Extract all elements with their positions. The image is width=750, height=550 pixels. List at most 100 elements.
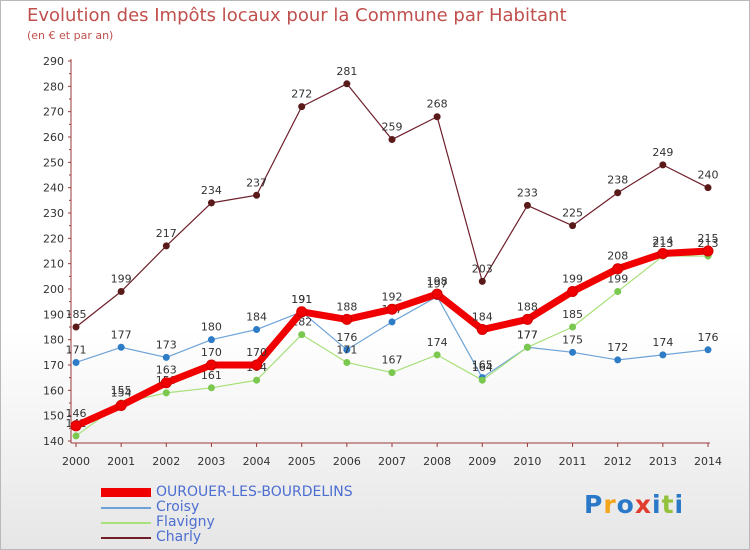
data-label-ourouer-les-bourdelins: 163 bbox=[156, 364, 177, 377]
data-label-ourouer-les-bourdelins: 199 bbox=[562, 273, 583, 286]
data-label-flavigny: 167 bbox=[382, 354, 403, 367]
data-label-croisy: 177 bbox=[517, 328, 538, 341]
data-label-flavigny: 213 bbox=[698, 237, 719, 250]
y-tick-label: 200 bbox=[43, 283, 64, 296]
x-tick-label: 2005 bbox=[288, 455, 316, 468]
data-point-charly bbox=[523, 201, 531, 209]
legend-swatch bbox=[101, 507, 151, 509]
y-tick-label: 140 bbox=[43, 435, 64, 448]
data-point-croisy bbox=[388, 318, 396, 326]
data-point-flavigny bbox=[298, 331, 306, 339]
x-tick-label: 2002 bbox=[152, 455, 180, 468]
data-point-ourouer-les-bourdelins bbox=[476, 324, 488, 336]
data-label-charly: 281 bbox=[336, 65, 357, 78]
data-label-charly: 259 bbox=[382, 121, 403, 134]
data-point-ourouer-les-bourdelins bbox=[431, 288, 443, 300]
logo-letter: i bbox=[652, 490, 662, 519]
data-point-charly bbox=[162, 242, 170, 250]
data-point-charly bbox=[117, 288, 125, 296]
x-tick-label: 2009 bbox=[468, 455, 496, 468]
data-point-flavigny bbox=[253, 376, 261, 384]
data-point-croisy bbox=[569, 348, 577, 356]
logo-letter: r bbox=[603, 490, 617, 519]
data-point-croisy bbox=[614, 356, 622, 364]
data-point-charly bbox=[343, 80, 351, 88]
data-point-charly bbox=[659, 161, 667, 169]
legend-swatch bbox=[101, 522, 151, 524]
data-label-croisy: 174 bbox=[652, 336, 673, 349]
data-point-ourouer-les-bourdelins bbox=[567, 286, 579, 298]
x-tick-label: 2012 bbox=[604, 455, 632, 468]
data-label-croisy: 176 bbox=[336, 331, 357, 344]
data-point-ourouer-les-bourdelins bbox=[341, 313, 353, 325]
data-point-ourouer-les-bourdelins bbox=[521, 313, 533, 325]
data-point-flavigny bbox=[72, 432, 80, 440]
data-label-ourouer-les-bourdelins: 170 bbox=[246, 346, 267, 359]
data-label-flavigny: 177 bbox=[517, 328, 538, 341]
data-label-flavigny: 185 bbox=[562, 308, 583, 321]
data-point-ourouer-les-bourdelins bbox=[160, 377, 172, 389]
data-point-flavigny bbox=[207, 384, 215, 392]
data-point-flavigny bbox=[614, 288, 622, 296]
data-label-charly: 238 bbox=[607, 174, 628, 187]
data-point-croisy bbox=[162, 353, 170, 361]
data-point-ourouer-les-bourdelins bbox=[612, 263, 624, 275]
x-tick-label: 2008 bbox=[423, 455, 451, 468]
data-label-croisy: 173 bbox=[156, 338, 177, 351]
legend-label: OUROUER-LES-BOURDELINS bbox=[156, 484, 353, 500]
y-tick-label: 240 bbox=[43, 182, 64, 195]
y-tick-label: 170 bbox=[43, 359, 64, 372]
data-label-charly: 240 bbox=[698, 169, 719, 182]
data-label-ourouer-les-bourdelins: 154 bbox=[111, 387, 132, 400]
data-point-croisy bbox=[704, 346, 712, 354]
data-label-ourouer-les-bourdelins: 170 bbox=[201, 346, 222, 359]
data-point-charly bbox=[72, 323, 80, 331]
data-point-charly bbox=[478, 277, 486, 285]
data-label-flavigny: 164 bbox=[472, 361, 493, 374]
data-point-flavigny bbox=[569, 323, 577, 331]
data-label-croisy: 172 bbox=[607, 341, 628, 354]
y-tick-label: 230 bbox=[43, 207, 64, 220]
data-label-ourouer-les-bourdelins: 215 bbox=[698, 232, 719, 245]
legend-label: Croisy bbox=[156, 499, 200, 515]
chart-title: Evolution des Impôts locaux pour la Comm… bbox=[27, 5, 567, 26]
data-point-charly bbox=[388, 136, 396, 144]
data-label-croisy: 175 bbox=[562, 333, 583, 346]
legend-label: Flavigny bbox=[156, 514, 215, 530]
x-tick-label: 2003 bbox=[197, 455, 225, 468]
data-label-ourouer-les-bourdelins: 208 bbox=[607, 250, 628, 263]
data-label-croisy: 177 bbox=[111, 328, 132, 341]
logo-letter: x bbox=[634, 490, 652, 519]
data-label-charly: 225 bbox=[562, 207, 583, 220]
data-label-charly: 234 bbox=[201, 184, 222, 197]
data-point-charly bbox=[433, 113, 441, 121]
data-point-ourouer-les-bourdelins bbox=[115, 400, 127, 412]
data-label-ourouer-les-bourdelins: 184 bbox=[472, 311, 493, 324]
data-label-croisy: 191 bbox=[291, 293, 312, 306]
data-point-ourouer-les-bourdelins bbox=[251, 359, 263, 371]
data-point-ourouer-les-bourdelins bbox=[296, 306, 308, 318]
data-point-croisy bbox=[659, 351, 667, 359]
data-point-croisy bbox=[343, 346, 351, 354]
data-label-charly: 233 bbox=[517, 186, 538, 199]
y-tick-label: 220 bbox=[43, 232, 64, 245]
data-label-flavigny: 161 bbox=[201, 369, 222, 382]
data-point-charly bbox=[569, 222, 577, 230]
data-label-charly: 199 bbox=[111, 273, 132, 286]
y-tick-label: 160 bbox=[43, 384, 64, 397]
data-point-flavigny bbox=[478, 376, 486, 384]
data-point-flavigny bbox=[523, 343, 531, 351]
x-tick-label: 2004 bbox=[243, 455, 271, 468]
data-label-croisy: 165 bbox=[472, 359, 493, 372]
data-point-ourouer-les-bourdelins bbox=[657, 248, 669, 260]
x-tick-label: 2014 bbox=[694, 455, 722, 468]
y-tick-label: 270 bbox=[43, 106, 64, 119]
x-tick-label: 2011 bbox=[559, 455, 587, 468]
data-label-flavigny: 174 bbox=[427, 336, 448, 349]
data-label-flavigny: 155 bbox=[111, 384, 132, 397]
x-tick-label: 2007 bbox=[378, 455, 406, 468]
data-point-ourouer-les-bourdelins bbox=[70, 420, 82, 432]
data-point-flavigny bbox=[433, 351, 441, 359]
